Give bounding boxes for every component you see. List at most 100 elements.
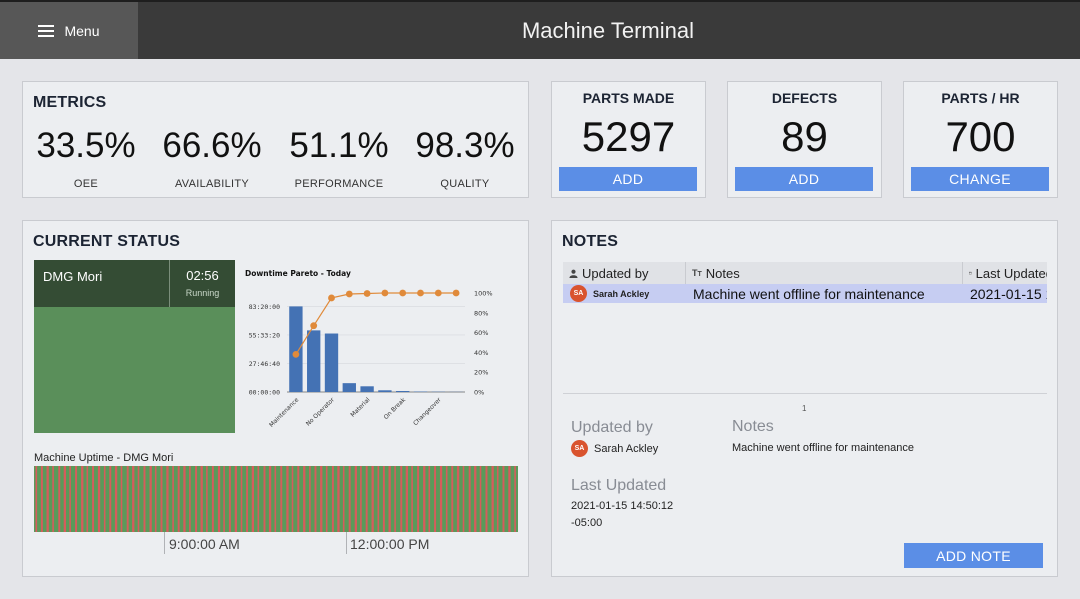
downtime-segment <box>280 466 283 532</box>
x-tick-label: Material <box>349 396 371 418</box>
page-number[interactable]: 1 <box>802 404 807 413</box>
column-header-notes[interactable]: TT Notes <box>686 262 963 284</box>
downtime-segment <box>177 466 180 532</box>
cumulative-point <box>292 350 300 358</box>
downtime-segment <box>189 466 191 532</box>
uptime-tick-line <box>164 532 165 554</box>
downtime-segment <box>246 466 249 532</box>
downtime-segment <box>502 466 505 532</box>
metric-value: 66.6% <box>162 126 262 165</box>
downtime-segment <box>342 466 345 532</box>
downtime-segment <box>428 466 431 532</box>
cumulative-point <box>434 289 442 297</box>
y2-tick-label: 80% <box>474 309 488 317</box>
menu-button[interactable]: Menu <box>0 2 138 59</box>
downtime-segment <box>491 466 494 532</box>
metric-label: AVAILABILITY <box>174 178 250 190</box>
downtime-segment <box>52 466 54 532</box>
parts-made-value: 5297 <box>581 113 676 160</box>
divider <box>169 260 170 307</box>
divider <box>563 393 1047 394</box>
downtime-segment <box>240 466 243 532</box>
column-label: Updated by <box>582 265 649 281</box>
downtime-segment <box>132 466 135 532</box>
machine-state-duration: 02:56 <box>186 268 219 283</box>
detail-last-updated-label: Last Updated <box>571 477 667 494</box>
detail-updated-by-label: Updated by <box>571 419 653 436</box>
hamburger-icon <box>38 24 55 37</box>
avatar: SA <box>571 440 588 457</box>
downtime-segment <box>508 466 511 532</box>
downtime-segment <box>154 466 157 532</box>
detail-user-name: Sarah Ackley <box>594 442 659 455</box>
x-tick-label: On Break <box>383 396 408 421</box>
downtime-segment <box>439 466 443 532</box>
downtime-segment <box>114 466 118 532</box>
downtime-segment <box>126 466 129 532</box>
downtime-segment <box>109 466 112 532</box>
downtime-segment <box>274 466 277 532</box>
downtime-segment <box>337 466 340 532</box>
bar <box>378 390 392 392</box>
downtime-segment <box>394 466 396 532</box>
metric-value: 51.1% <box>289 126 389 165</box>
downtime-pareto-chart: Downtime Pareto - Today 00:00:00 27:46:40 5… <box>245 269 493 429</box>
add-parts-button[interactable]: ADD <box>559 167 697 191</box>
y2-tick-label: 20% <box>474 369 488 377</box>
y2-tick-label: 60% <box>474 329 488 337</box>
downtime-segment <box>58 466 61 532</box>
downtime-segment <box>314 466 317 532</box>
y-tick-label: 27:46:40 <box>249 360 280 368</box>
avatar: SA <box>570 285 587 302</box>
downtime-segment <box>451 466 454 532</box>
app-title: Machine Terminal <box>521 17 694 43</box>
cell-updated-by: SA Sarah Ackley <box>570 284 686 303</box>
downtime-segment <box>382 466 385 532</box>
cumulative-point <box>417 289 424 297</box>
metric-performance: 51.1% PERFORMANCE <box>276 126 402 190</box>
y2-tick-label: 40% <box>474 349 488 357</box>
cumulative-point <box>381 289 389 297</box>
downtime-segment <box>251 466 254 532</box>
downtime-segment <box>195 466 198 532</box>
downtime-segment <box>137 466 140 532</box>
cell-last-updated: 2021-01-15 14:50:12 <box>970 285 1047 302</box>
downtime-segment <box>377 466 380 532</box>
column-header-updated-by[interactable]: Updated by <box>563 262 686 284</box>
change-rate-button[interactable]: CHANGE <box>911 167 1049 191</box>
column-header-last-updated[interactable]: Last Updated <box>963 262 1047 284</box>
downtime-segment <box>303 466 306 532</box>
x-tick-label: Changeover <box>412 396 443 427</box>
y2-tick-label: 0% <box>474 389 484 397</box>
downtime-segment <box>445 466 448 532</box>
downtime-segment <box>92 466 95 532</box>
table-row[interactable]: SA Sarah Ackley Machine went offline for… <box>563 284 1047 303</box>
downtime-segment <box>309 466 311 532</box>
uptime-tick-label: 12:00:00 PM <box>350 536 430 552</box>
downtime-segment <box>331 466 334 532</box>
metric-label: QUALITY <box>440 178 490 190</box>
downtime-segment <box>462 466 465 532</box>
calendar-icon <box>969 271 972 275</box>
downtime-segment <box>120 466 123 532</box>
detail-updated-by: SA Sarah Ackley <box>571 440 658 457</box>
menu-label: Menu <box>64 22 100 39</box>
downtime-segment <box>456 466 460 532</box>
bar <box>396 391 410 392</box>
machine-status-tile[interactable]: DMG Mori 02:56 Running <box>34 260 235 433</box>
notes-table: Updated by TT Notes Last Updated SA Sara… <box>563 262 1047 392</box>
metric-quality: 98.3% QUALITY <box>402 126 528 190</box>
column-label: Notes <box>705 265 740 281</box>
uptime-timeline <box>34 466 518 532</box>
add-note-button[interactable]: ADD NOTE <box>904 543 1043 568</box>
downtime-segment <box>485 466 488 532</box>
downtime-segment <box>411 466 413 532</box>
downtime-segment <box>97 466 101 532</box>
downtime-segment <box>223 466 225 532</box>
machine-name: DMG Mori <box>43 269 103 284</box>
person-icon <box>569 269 578 278</box>
chart-title: Downtime Pareto - Today <box>245 269 351 278</box>
x-tick-label: Maintenance <box>268 396 300 428</box>
metrics-title: METRICS <box>33 94 107 111</box>
add-defects-button[interactable]: ADD <box>735 167 873 191</box>
